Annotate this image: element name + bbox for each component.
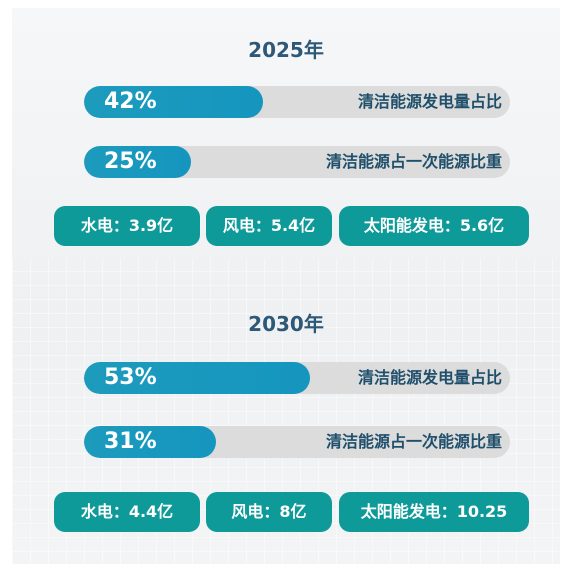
year-title-2025: 2025年 [248,38,324,62]
bar-value-label: 53% [104,365,157,390]
bar-fill [84,362,310,394]
bar-category-label: 清洁能源占一次能源比重 [325,432,502,451]
bar-2030-clean-primary-energy-share: 31% 清洁能源占一次能源比重 [84,426,510,458]
pill-solar: 太阳能发电：10.25 [339,492,529,532]
infographic-panel: 2025年 42% 清洁能源发电量占比 25% 清洁能源占一次能源比重 水电：3… [12,8,560,564]
pill-hydro: 水电：3.9亿 [54,206,200,246]
bar-value-label: 25% [104,149,157,174]
bar-fill [84,146,191,178]
bar-category-label: 清洁能源发电量占比 [357,368,502,387]
pill-wind: 风电：8亿 [206,492,332,532]
year-title-2030: 2030年 [248,312,324,336]
bar-2025-clean-generation-share: 42% 清洁能源发电量占比 [84,86,510,118]
bar-category-label: 清洁能源发电量占比 [357,92,502,111]
bar-value-label: 42% [104,89,157,114]
capacity-pills-2025: 水电：3.9亿 风电：5.4亿 太阳能发电：5.6亿 [12,206,560,246]
pill-solar: 太阳能发电：5.6亿 [339,206,529,246]
bar-value-label: 31% [104,429,157,454]
capacity-pills-2030: 水电：4.4亿 风电：8亿 太阳能发电：10.25 [12,492,560,532]
bar-2025-clean-primary-energy-share: 25% 清洁能源占一次能源比重 [84,146,510,178]
bar-fill [84,86,263,118]
pill-hydro: 水电：4.4亿 [54,492,200,532]
pill-wind: 风电：5.4亿 [206,206,332,246]
bar-category-label: 清洁能源占一次能源比重 [325,152,502,171]
bar-fill [84,426,217,458]
bar-2030-clean-generation-share: 53% 清洁能源发电量占比 [84,362,510,394]
